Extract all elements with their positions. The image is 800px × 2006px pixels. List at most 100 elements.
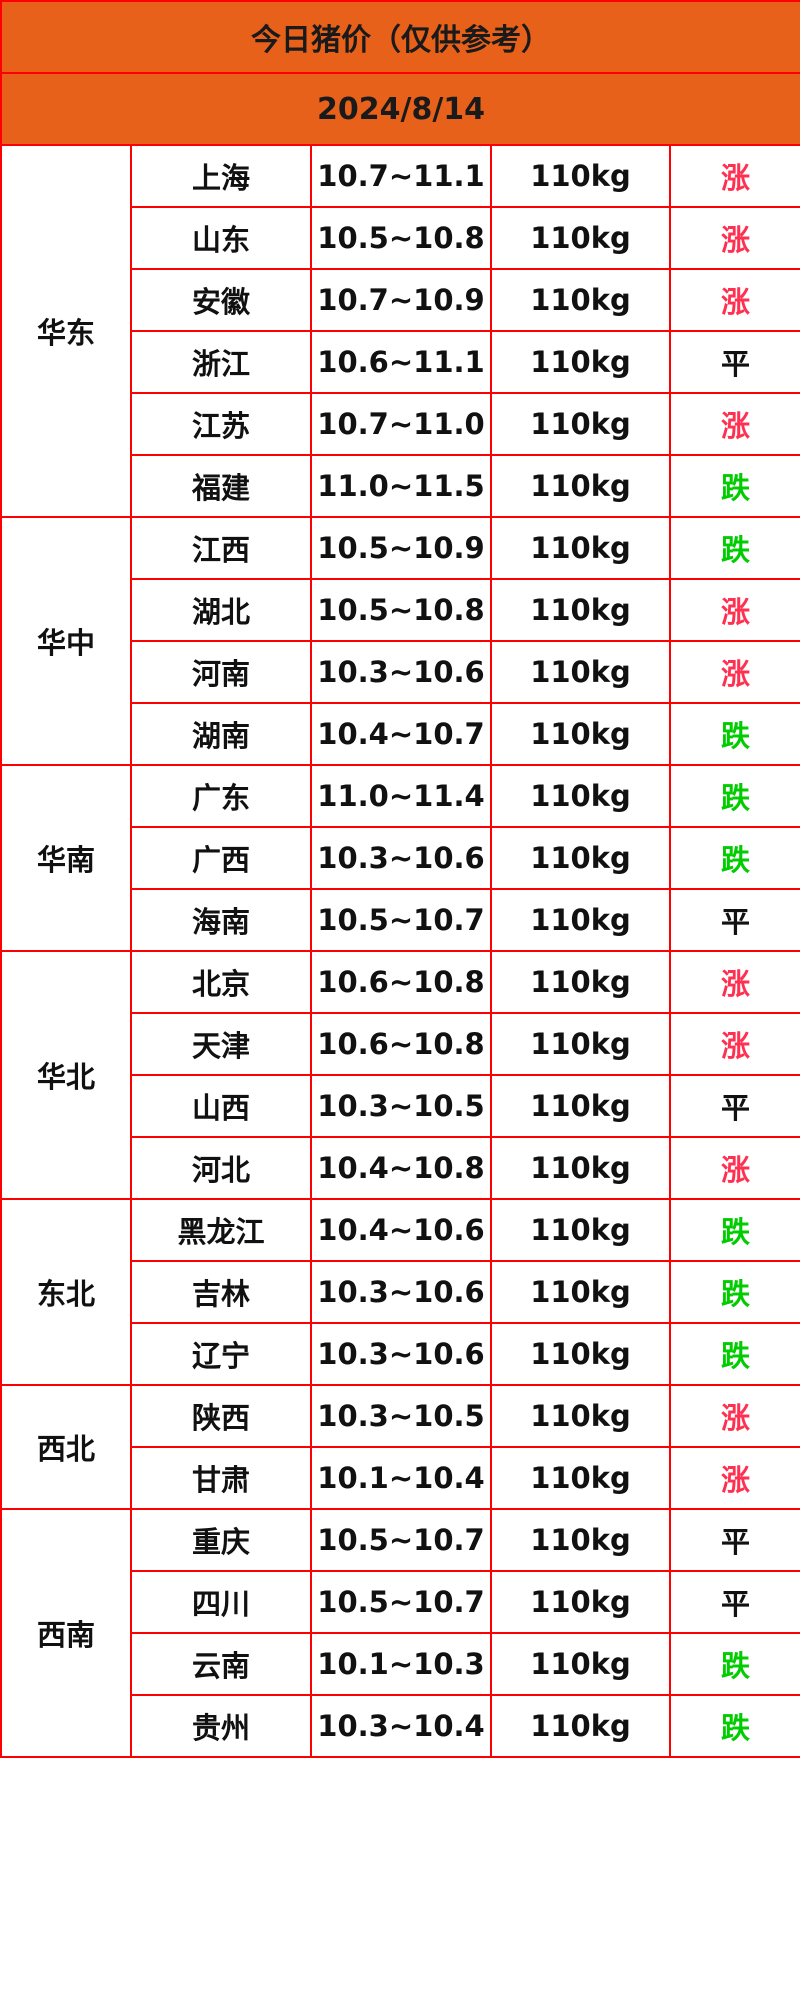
- weight-cell: 110kg: [490, 268, 671, 332]
- trend-cell: 跌: [668, 764, 800, 828]
- region-cell: 西北: [0, 1384, 132, 1510]
- table-row: 贵州 10.3~10.4 110kg 跌: [1, 1694, 800, 1758]
- trend-cell: 平: [668, 1074, 800, 1138]
- table-row: 西南 重庆 10.5~10.7 110kg 平: [0, 1508, 800, 1758]
- table-row: 广西 10.3~10.6 110kg 跌: [1, 826, 800, 890]
- weight-cell: 110kg: [490, 454, 671, 518]
- province-cell: 吉林: [130, 1260, 312, 1324]
- province-cell: 四川: [130, 1570, 312, 1634]
- trend-cell: 跌: [668, 1694, 800, 1758]
- table-row: 云南 10.1~10.3 110kg 跌: [1, 1632, 800, 1696]
- weight-cell: 110kg: [490, 578, 671, 642]
- province-cell: 陕西: [130, 1384, 312, 1448]
- region-cell: 华东: [0, 144, 132, 518]
- province-cell: 山西: [130, 1074, 312, 1138]
- province-cell: 湖北: [130, 578, 312, 642]
- table-title: 今日猪价（仅供参考）: [0, 0, 800, 74]
- weight-cell: 110kg: [490, 640, 671, 704]
- region-cell: 华中: [0, 516, 132, 766]
- pig-price-table: 今日猪价（仅供参考） 2024/8/14 华东 上海 10.7~11.1 110kg 涨…: [0, 0, 800, 1758]
- trend-cell: 跌: [668, 1322, 800, 1386]
- table-row: 湖北 10.5~10.8 110kg 涨: [1, 578, 800, 642]
- table-row: 河南 10.3~10.6 110kg 涨: [1, 640, 800, 704]
- region-cell: 华南: [0, 764, 132, 952]
- region-cell: 华北: [0, 950, 132, 1200]
- price-cell: 10.3~10.4: [310, 1694, 492, 1758]
- price-cell: 10.3~10.5: [310, 1074, 492, 1138]
- region-cell: 西南: [0, 1508, 132, 1758]
- province-cell: 广西: [130, 826, 312, 890]
- region-cell: 东北: [0, 1198, 132, 1386]
- trend-cell: 跌: [668, 702, 800, 766]
- province-cell: 甘肃: [130, 1446, 312, 1510]
- province-cell: 河南: [130, 640, 312, 704]
- province-cell: 江西: [130, 516, 312, 580]
- weight-cell: 110kg: [490, 516, 671, 580]
- price-cell: 10.4~10.8: [310, 1136, 492, 1200]
- table-row: 天津 10.6~10.8 110kg 涨: [1, 1012, 800, 1076]
- trend-cell: 平: [668, 330, 800, 394]
- table-row: 辽宁 10.3~10.6 110kg 跌: [1, 1322, 800, 1386]
- table-row: 西北 陕西 10.3~10.5 110kg 涨: [0, 1384, 800, 1510]
- date-row: 2024/8/14: [0, 72, 800, 146]
- weight-cell: 110kg: [490, 888, 671, 952]
- province-cell: 广东: [130, 764, 312, 828]
- table-row: 华东 上海 10.7~11.1 110kg 涨: [0, 144, 800, 518]
- trend-cell: 涨: [668, 206, 800, 270]
- price-cell: 10.6~10.8: [310, 950, 492, 1014]
- province-cell: 山东: [130, 206, 312, 270]
- table-row: 华北 北京 10.6~10.8 110kg 涨: [0, 950, 800, 1200]
- price-cell: 10.3~10.6: [310, 826, 492, 890]
- trend-cell: 涨: [668, 1012, 800, 1076]
- trend-cell: 涨: [668, 950, 800, 1014]
- trend-cell: 涨: [668, 392, 800, 456]
- trend-cell: 涨: [668, 1446, 800, 1510]
- province-cell: 湖南: [130, 702, 312, 766]
- trend-cell: 平: [668, 1570, 800, 1634]
- weight-cell: 110kg: [490, 1198, 671, 1262]
- weight-cell: 110kg: [490, 1570, 671, 1634]
- trend-cell: 跌: [668, 454, 800, 518]
- province-cell: 北京: [130, 950, 312, 1014]
- weight-cell: 110kg: [490, 1632, 671, 1696]
- table-row: 山东 10.5~10.8 110kg 涨: [1, 206, 800, 270]
- province-cell: 云南: [130, 1632, 312, 1696]
- table-row: 河北 10.4~10.8 110kg 涨: [1, 1136, 800, 1200]
- province-cell: 浙江: [130, 330, 312, 394]
- price-cell: 10.5~10.7: [310, 1508, 492, 1572]
- weight-cell: 110kg: [490, 1384, 671, 1448]
- weight-cell: 110kg: [490, 1074, 671, 1138]
- province-cell: 江苏: [130, 392, 312, 456]
- trend-cell: 涨: [668, 1136, 800, 1200]
- price-cell: 10.4~10.7: [310, 702, 492, 766]
- province-cell: 安徽: [130, 268, 312, 332]
- table-row: 福建 11.0~11.5 110kg 跌: [1, 454, 800, 518]
- table-row: 海南 10.5~10.7 110kg 平: [1, 888, 800, 952]
- weight-cell: 110kg: [490, 206, 671, 270]
- province-cell: 贵州: [130, 1694, 312, 1758]
- price-cell: 11.0~11.5: [310, 454, 492, 518]
- weight-cell: 110kg: [490, 392, 671, 456]
- trend-cell: 涨: [668, 144, 800, 208]
- trend-cell: 平: [668, 888, 800, 952]
- weight-cell: 110kg: [490, 144, 671, 208]
- trend-cell: 跌: [668, 1632, 800, 1696]
- province-cell: 辽宁: [130, 1322, 312, 1386]
- trend-cell: 跌: [668, 826, 800, 890]
- price-cell: 10.6~11.1: [310, 330, 492, 394]
- table-row: 华中 江西 10.5~10.9 110kg 跌: [0, 516, 800, 766]
- weight-cell: 110kg: [490, 1446, 671, 1510]
- weight-cell: 110kg: [490, 702, 671, 766]
- province-cell: 河北: [130, 1136, 312, 1200]
- province-cell: 海南: [130, 888, 312, 952]
- price-cell: 10.5~10.8: [310, 206, 492, 270]
- price-cell: 10.7~11.1: [310, 144, 492, 208]
- table-row: 安徽 10.7~10.9 110kg 涨: [1, 268, 800, 332]
- weight-cell: 110kg: [490, 826, 671, 890]
- price-cell: 10.3~10.6: [310, 1260, 492, 1324]
- trend-cell: 涨: [668, 1384, 800, 1448]
- table-row: 吉林 10.3~10.6 110kg 跌: [1, 1260, 800, 1324]
- weight-cell: 110kg: [490, 1322, 671, 1386]
- trend-cell: 跌: [668, 1260, 800, 1324]
- price-cell: 10.5~10.8: [310, 578, 492, 642]
